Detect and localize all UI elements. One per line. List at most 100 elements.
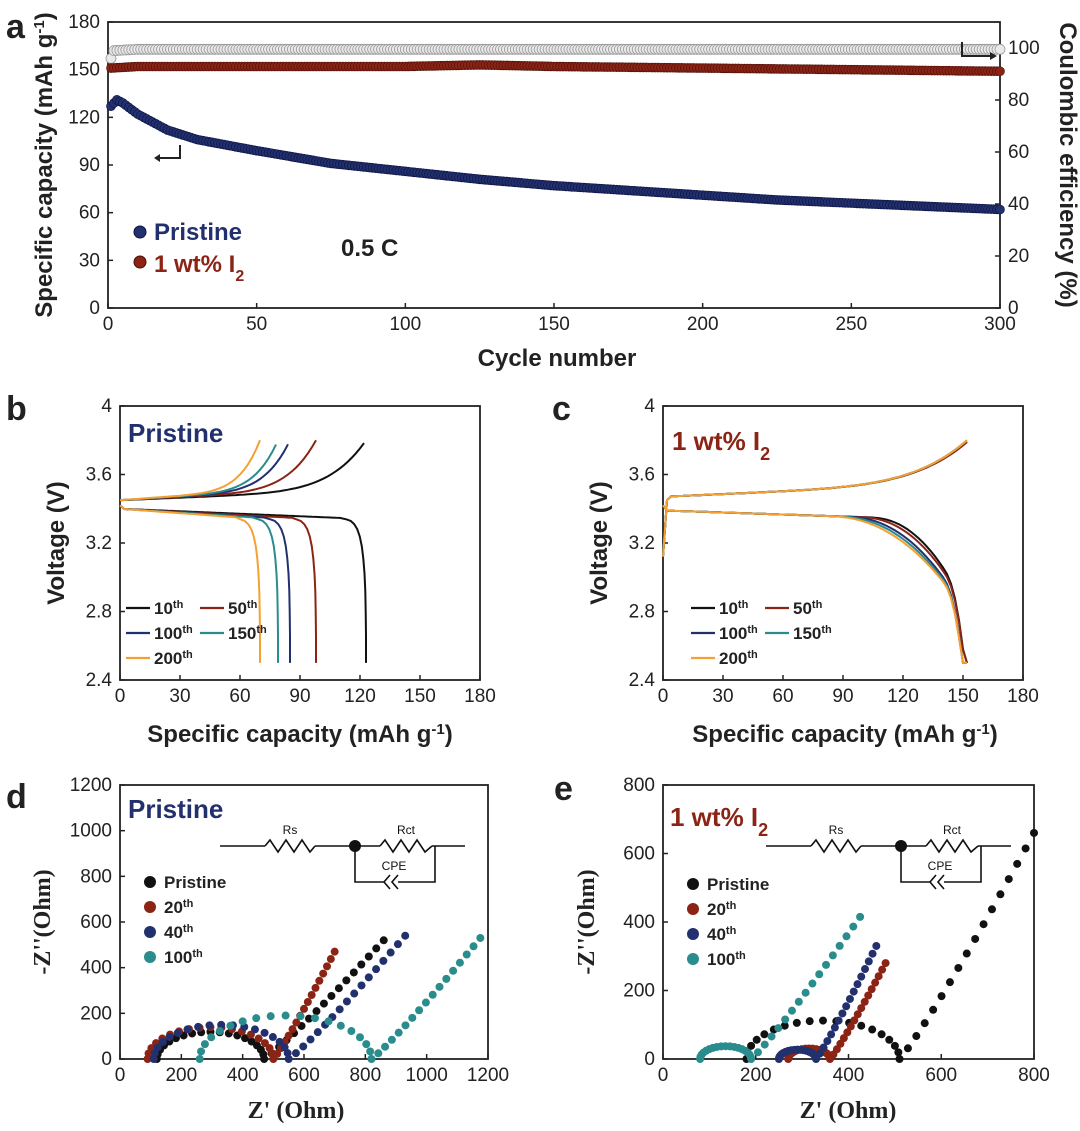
legend-label-Pristine: Pristine <box>707 875 769 894</box>
x-tick-label: 300 <box>984 314 1016 335</box>
nyquist-point-40th <box>149 1055 158 1063</box>
nyquist-point-40th <box>857 972 866 981</box>
circuit-wire <box>398 846 436 883</box>
panel-c: c 0 30 60 90 120 150 180 2.4 2.8 3.2 3.6 4 1 wt% I2… <box>552 390 1039 748</box>
nyquist-point-20th <box>273 1049 282 1058</box>
panel-e-ticks: 0 200 400 600 800 0 200 400 600 800 <box>623 775 1050 1086</box>
x-tick-label: 400 <box>227 1065 259 1086</box>
y-tick-label: 0 <box>101 1049 112 1070</box>
panel-c-ticks: 0 30 60 90 120 150 180 2.4 2.8 3.2 3.6 4 <box>629 396 1039 707</box>
panel-c-sample: 1 wt% I2 <box>672 426 770 464</box>
nyquist-point-100th <box>835 941 844 950</box>
nyquist-point-100th <box>469 942 478 951</box>
nyquist-point-40th <box>158 1037 167 1046</box>
nyquist-point-Pristine <box>1013 859 1022 868</box>
panel-e-ylabel: -Z''(Ohm) <box>574 869 600 974</box>
y-tick-label: 800 <box>623 775 655 796</box>
legend-label-pristine: Pristine <box>154 219 242 246</box>
nyquist-point-100th <box>856 912 865 921</box>
nyquist-point-Pristine <box>1030 828 1038 837</box>
y-tick-label: 30 <box>79 250 100 271</box>
nyquist-point-40th <box>868 949 877 958</box>
y-tick-label: 3.6 <box>629 465 655 486</box>
nyquist-point-100th <box>374 1049 383 1058</box>
nyquist-point-40th <box>165 1033 174 1042</box>
nyquist-point-40th <box>386 948 395 957</box>
x-tick-label: 120 <box>344 686 376 707</box>
x-tick-label: 60 <box>772 686 793 707</box>
nyquist-point-40th <box>401 931 410 940</box>
legend-marker-100th <box>144 951 156 963</box>
nyquist-point-100th <box>822 960 831 969</box>
nyquist-point-20th <box>839 1034 848 1043</box>
nyquist-point-100th <box>324 1017 333 1026</box>
nyquist-point-100th <box>281 1011 290 1020</box>
x-tick-label: 180 <box>1007 686 1039 707</box>
y-tick-label: 150 <box>68 60 100 81</box>
charge-curve-150th <box>662 439 968 557</box>
y2-tick-label: 20 <box>1008 246 1029 267</box>
nyquist-point-40th <box>357 981 366 990</box>
nyquist-point-Pristine <box>1021 844 1030 853</box>
nyquist-point-Pristine <box>372 944 381 953</box>
nyquist-point-100th <box>408 1013 417 1022</box>
panel-b-xlabel: Specific capacity (mAh g-1) <box>147 721 452 749</box>
nyquist-point-100th <box>747 1055 756 1063</box>
panel-a-xlabel: Cycle number <box>478 345 637 372</box>
legend-label-100th: 100th <box>719 624 758 643</box>
nyquist-point-Pristine <box>357 960 366 969</box>
nyquist-point-100th <box>296 1012 305 1021</box>
x-tick-label: 0 <box>115 686 126 707</box>
nyquist-point-Pristine <box>304 1014 313 1023</box>
nyquist-point-100th <box>226 1021 235 1030</box>
y2-tick-label: 60 <box>1008 142 1029 163</box>
nyquist-point-Pristine <box>818 1016 827 1025</box>
nyquist-point-Pristine <box>760 1030 769 1039</box>
nyquist-point-40th <box>842 1002 851 1011</box>
legend-label-150th: 150th <box>793 624 832 643</box>
pristine-capacity-point <box>995 204 1005 215</box>
nyquist-point-Pristine <box>920 1019 929 1028</box>
circuit-label-cpe: CPE <box>382 859 407 873</box>
panel-b-sample: Pristine <box>128 418 223 448</box>
nyquist-point-Pristine <box>996 890 1005 899</box>
panel-b: b 0 30 60 90 120 150 180 2.4 2.8 3.2 3.6 4 Pristine… <box>6 390 496 748</box>
nyquist-point-Pristine <box>260 1055 269 1063</box>
nyquist-point-20th <box>319 969 328 978</box>
nyquist-point-Pristine <box>937 992 946 1001</box>
panel-d-xlabel: Z' (Ohm) <box>248 1098 345 1124</box>
x-tick-label: 0 <box>115 1065 126 1086</box>
panel-c-legend: 10th 50th 100th 150th 200th <box>691 599 832 668</box>
y-tick-label: 800 <box>80 866 112 887</box>
nyquist-point-40th <box>217 1020 226 1029</box>
nyquist-point-20th <box>864 991 873 1000</box>
x-tick-label: 30 <box>169 686 190 707</box>
discharge-curve-50th <box>119 504 317 663</box>
nyquist-point-Pristine <box>792 1018 801 1027</box>
y-tick-label: 0 <box>644 1049 655 1070</box>
panel-b-marks <box>119 439 367 663</box>
y2-tick-label: 0 <box>1008 298 1019 319</box>
nyquist-point-100th <box>476 933 485 942</box>
nyquist-point-20th <box>303 998 312 1007</box>
x-tick-label: 800 <box>349 1065 381 1086</box>
nyquist-point-100th <box>355 1033 364 1042</box>
nyquist-point-Pristine <box>240 1034 249 1043</box>
panel-a-ylabel-left: Specific capacity (mAh g-1) <box>31 12 59 317</box>
panel-e-marks <box>696 828 1038 1063</box>
nyquist-point-40th <box>845 994 854 1003</box>
panel-d-marks <box>143 931 485 1063</box>
nyquist-point-40th <box>183 1025 192 1034</box>
discharge-curve-200th <box>662 504 967 664</box>
nyquist-point-40th <box>194 1022 203 1031</box>
nyquist-point-20th <box>857 1004 866 1013</box>
charge-curve-200th <box>119 439 261 502</box>
nyquist-point-100th <box>449 966 458 975</box>
nyquist-point-40th <box>372 965 381 974</box>
charge-curve-100th <box>662 439 968 557</box>
x-tick-label: 600 <box>288 1065 320 1086</box>
nyquist-point-40th <box>872 941 881 950</box>
nyquist-point-100th <box>442 974 451 983</box>
nyquist-point-Pristine <box>349 968 358 977</box>
ce-point <box>994 43 1006 55</box>
